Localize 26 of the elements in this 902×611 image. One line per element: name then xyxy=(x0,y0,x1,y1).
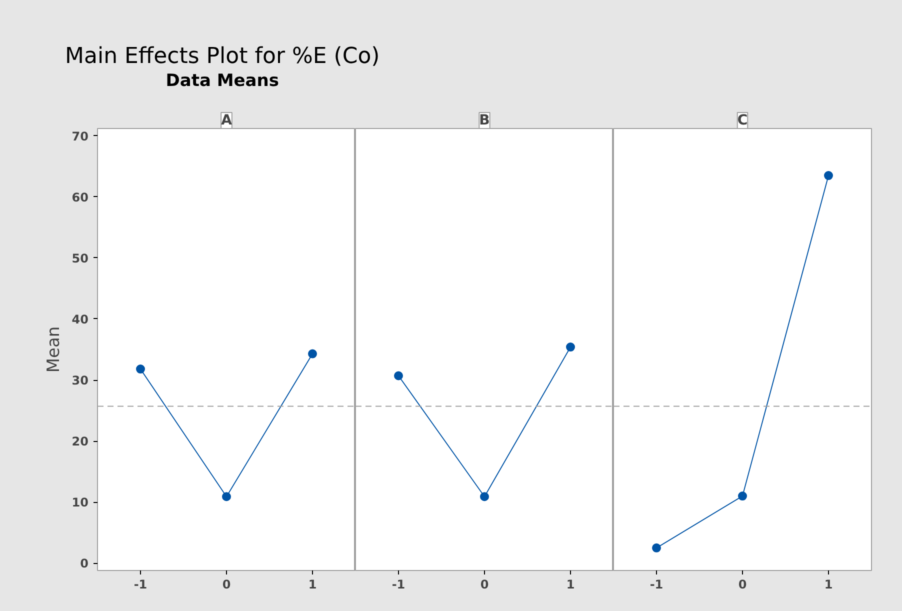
y-tick-label: 20 xyxy=(72,434,89,449)
text: Main Effects Plot for %E (Co) xyxy=(65,43,380,70)
x-tick-label: 0 xyxy=(222,578,231,592)
y-tick-label: 50 xyxy=(72,251,89,266)
x-tick-label: 0 xyxy=(738,578,747,592)
x-tick-label: 0 xyxy=(480,578,489,592)
x-tick-label: -1 xyxy=(134,578,148,592)
chart-title: A xyxy=(221,112,232,128)
y-axis-title: Mean xyxy=(44,326,64,373)
chart-title: C xyxy=(737,112,748,128)
chart-title: B xyxy=(479,112,490,128)
x-tick-label: 1 xyxy=(824,578,833,592)
text: Data Means xyxy=(164,70,280,92)
y-tick-label: 10 xyxy=(72,496,89,510)
x-tick-label: 1 xyxy=(566,578,575,592)
x-tick-label: -1 xyxy=(392,578,406,592)
x-tick-label: 1 xyxy=(308,578,317,592)
y-tick-label: 30 xyxy=(72,374,89,388)
point xyxy=(222,492,231,502)
point xyxy=(308,349,317,358)
point xyxy=(136,364,145,374)
y-tick-label: 0 xyxy=(80,556,89,571)
y-tick-label: 40 xyxy=(72,312,89,326)
y-tick-label: 70 xyxy=(72,129,89,144)
y-tick-label: 60 xyxy=(72,190,89,204)
x-tick-label: -1 xyxy=(650,578,664,592)
